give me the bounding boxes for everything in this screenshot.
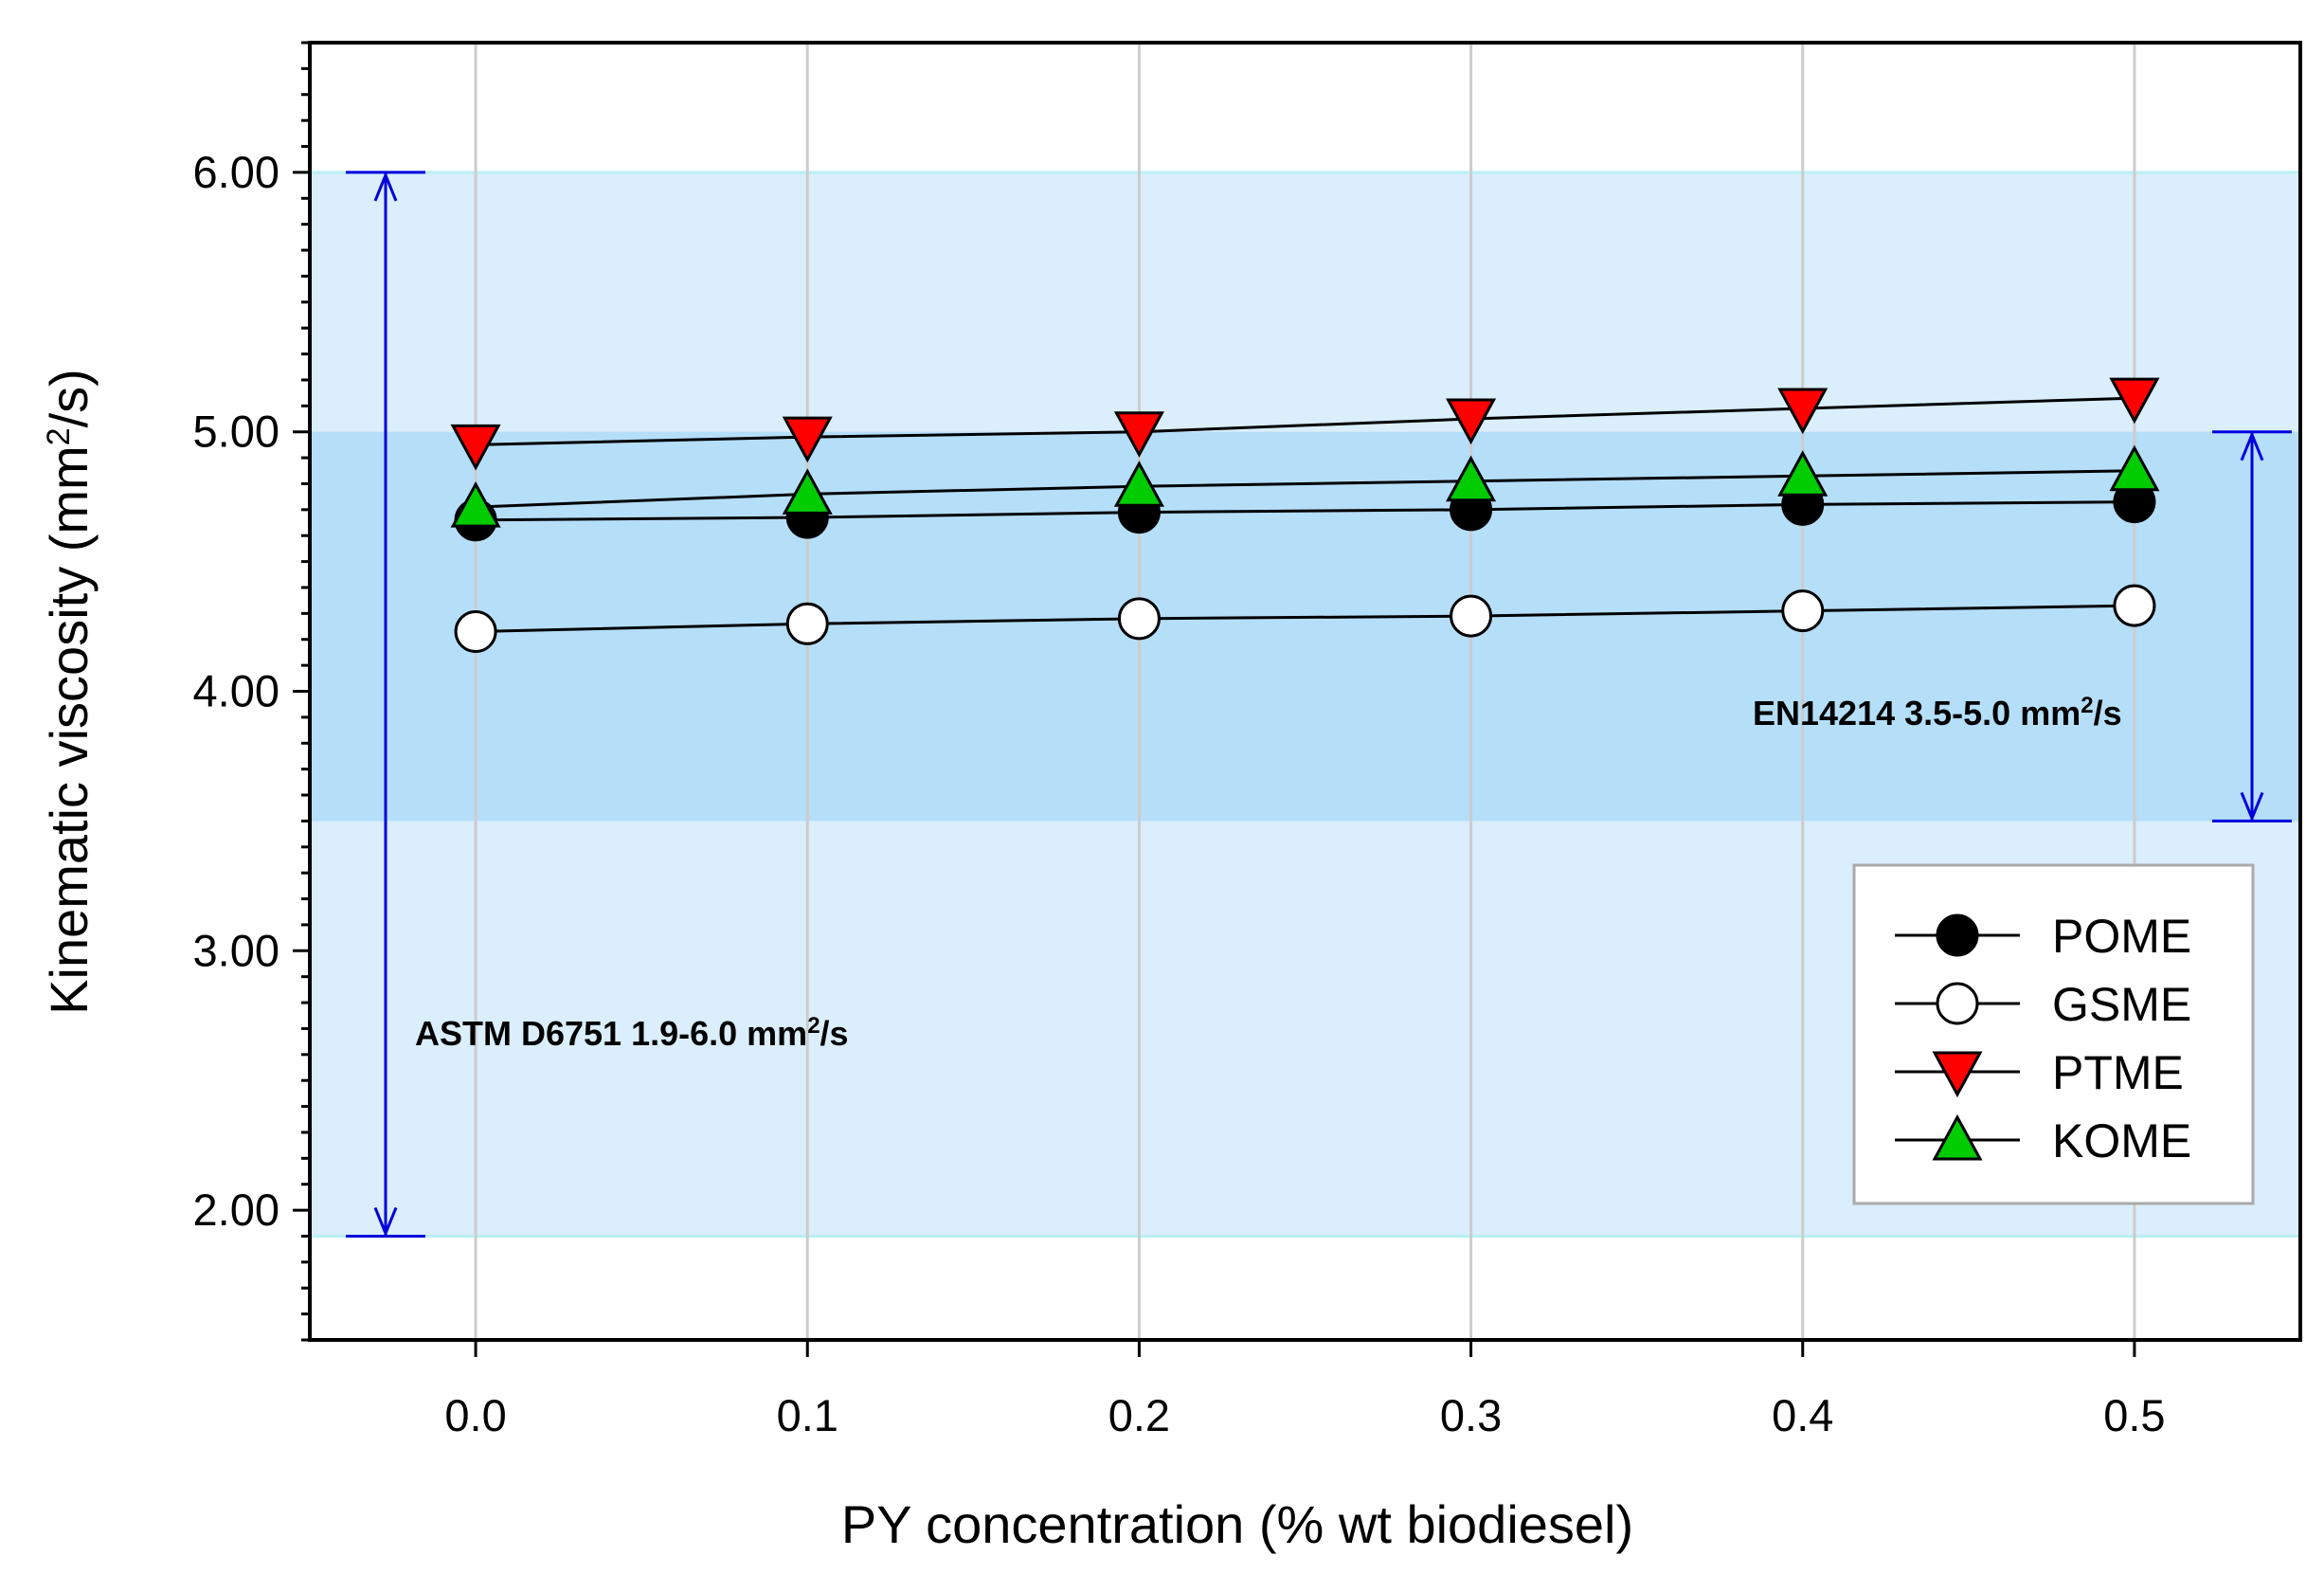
point-ptme-2	[1113, 411, 1164, 458]
point-gsme-2	[1117, 597, 1161, 641]
x-tick-label: 0.1	[777, 1390, 838, 1440]
point-gsme-4	[1781, 589, 1825, 633]
legend-marker-ptme	[1932, 1051, 1983, 1098]
series-line-ptme	[476, 396, 2135, 446]
legend-label-kome: KOME	[2052, 1114, 2191, 1167]
series-line-kome	[476, 469, 2135, 509]
x-tick-label: 0.2	[1108, 1390, 1170, 1440]
en-arrow-head-top	[2240, 430, 2264, 461]
point-gsme-5	[2113, 584, 2156, 627]
point-ptme-1	[782, 416, 833, 463]
y-axis-title: Kinematic viscosity (mm2/s)	[39, 369, 99, 1015]
legend-label-gsme: GSME	[2052, 978, 2191, 1031]
en-band-label: EN14214 3.5-5.0 mm2/s	[1753, 693, 2122, 733]
astm-arrow-head-top	[373, 171, 398, 202]
y-tick-label: 6.00	[193, 147, 279, 197]
point-kome-0	[450, 480, 501, 528]
point-ptme-3	[1446, 398, 1497, 445]
y-tick-label: 4.00	[193, 666, 279, 716]
legend-marker-pome	[1936, 914, 1979, 957]
y-tick-label: 5.00	[193, 407, 279, 457]
point-gsme-3	[1450, 594, 1493, 638]
y-tick-label: 3.00	[193, 925, 279, 975]
series-line-gsme	[476, 604, 2135, 634]
astm-arrow-head-bottom	[373, 1206, 398, 1238]
legend-marker-kome	[1932, 1113, 1983, 1161]
legend-marker-gsme	[1936, 982, 1979, 1025]
x-axis-title: PY concentration (% wt biodiesel)	[841, 1494, 1633, 1554]
point-kome-2	[1113, 461, 1164, 507]
series-line-pome	[476, 500, 2135, 522]
x-tick-label: 0.4	[1772, 1390, 1833, 1440]
y-tick-label: 2.00	[193, 1185, 279, 1235]
band-1	[310, 431, 2300, 822]
legend-box	[1852, 863, 2255, 1205]
point-kome-3	[1446, 455, 1497, 502]
x-tick-label: 0.0	[444, 1390, 506, 1440]
point-ptme-0	[450, 424, 501, 471]
point-kome-1	[782, 468, 833, 515]
point-kome-5	[2109, 444, 2160, 492]
x-tick-label: 0.3	[1440, 1390, 1502, 1440]
point-ptme-4	[1777, 388, 1829, 435]
astm-band-label: ASTM D6751 1.9-6.0 mm2/s	[415, 1013, 849, 1054]
point-ptme-5	[2109, 377, 2160, 425]
point-gsme-1	[785, 602, 829, 645]
point-gsme-0	[454, 610, 497, 654]
legend-label-pome: POME	[2052, 910, 2191, 963]
point-kome-4	[1777, 450, 1829, 497]
en-arrow-head-bottom	[2240, 791, 2264, 823]
x-tick-label: 0.5	[2103, 1390, 2165, 1440]
legend-label-ptme: PTME	[2052, 1046, 2184, 1099]
